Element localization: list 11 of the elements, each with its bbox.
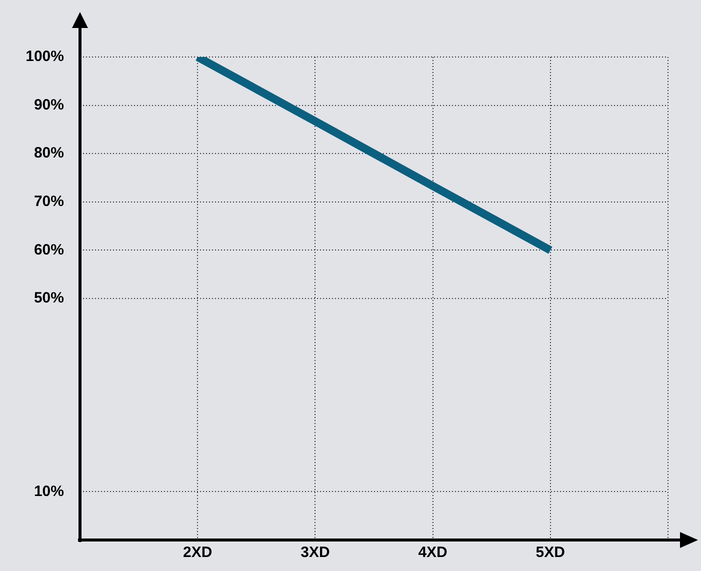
x-tick-label: 4XD [418, 544, 448, 562]
y-tick-label: 80% [34, 144, 64, 162]
x-tick-label: 5XD [536, 544, 566, 562]
y-tick-label: 70% [34, 193, 64, 210]
y-tick-label: 10% [34, 482, 64, 500]
x-tick-label: 2XD [183, 544, 212, 562]
x-tick-label: 3XD [300, 544, 330, 562]
y-tick-label: 100% [26, 48, 64, 66]
y-tick-label: 90% [34, 96, 64, 114]
y-tick-label: 60% [34, 241, 64, 258]
y-tick-label: 50% [34, 290, 64, 307]
